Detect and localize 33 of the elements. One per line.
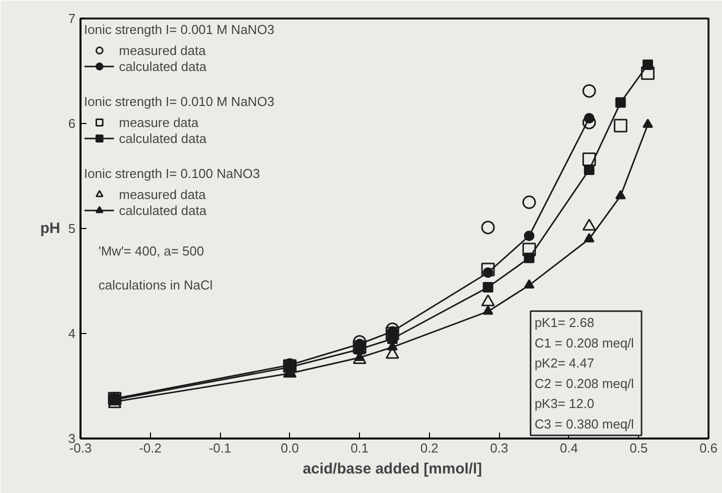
y-tick-label: 5 — [68, 221, 76, 236]
annotation: Ionic strength I= 0.001 M NaNO3 — [84, 22, 274, 37]
annotation: calculations in NaCl — [98, 278, 213, 292]
legend-label: measure data — [119, 114, 198, 130]
legend-label: calculated data — [119, 58, 206, 74]
y-axis-title: pH — [40, 220, 60, 237]
x-tick-label: 0.4 — [560, 440, 578, 456]
annotation: pK2= 4.47 — [534, 356, 594, 371]
legend-label: measured data — [119, 42, 206, 58]
legend-label: calculated data — [119, 130, 206, 146]
x-tick-label: 0.6 — [699, 440, 718, 456]
annotation: pK1= 2.68 — [534, 315, 594, 330]
x-axis-title: acid/base added [mmol/l] — [302, 460, 482, 478]
annotation: Ionic strength I= 0.010 M NaNO3 — [84, 94, 274, 109]
y-tick-label: 6 — [68, 116, 76, 131]
x-tick-label: 0.3 — [490, 440, 508, 456]
x-tick-label: -0.2 — [139, 440, 162, 456]
x-tick-label: 0.5 — [630, 440, 648, 456]
annotation: pK3= 12.0 — [534, 396, 594, 412]
x-tick-label: 0.0 — [280, 440, 299, 456]
annotation: C1 = 0.208 meq/l — [534, 335, 634, 350]
annotation: Ionic strength I= 0.100 NaNO3 — [84, 166, 260, 181]
annotation: 'Mw'= 400, a= 500 — [98, 244, 204, 258]
annotation: C2 = 0.208 meq/l — [534, 376, 634, 391]
x-tick-label: -0.1 — [208, 440, 232, 456]
y-tick-label: 7 — [68, 11, 76, 26]
y-tick-label: 4 — [68, 326, 76, 341]
x-tick-label: 0.2 — [420, 440, 438, 456]
y-tick-label: 3 — [68, 431, 76, 446]
x-tick-label: 0.1 — [350, 440, 369, 456]
legend-label: calculated data — [119, 202, 206, 218]
legend-label: measured data — [119, 186, 206, 202]
annotation: C3 = 0.380 meq/l — [534, 416, 634, 432]
